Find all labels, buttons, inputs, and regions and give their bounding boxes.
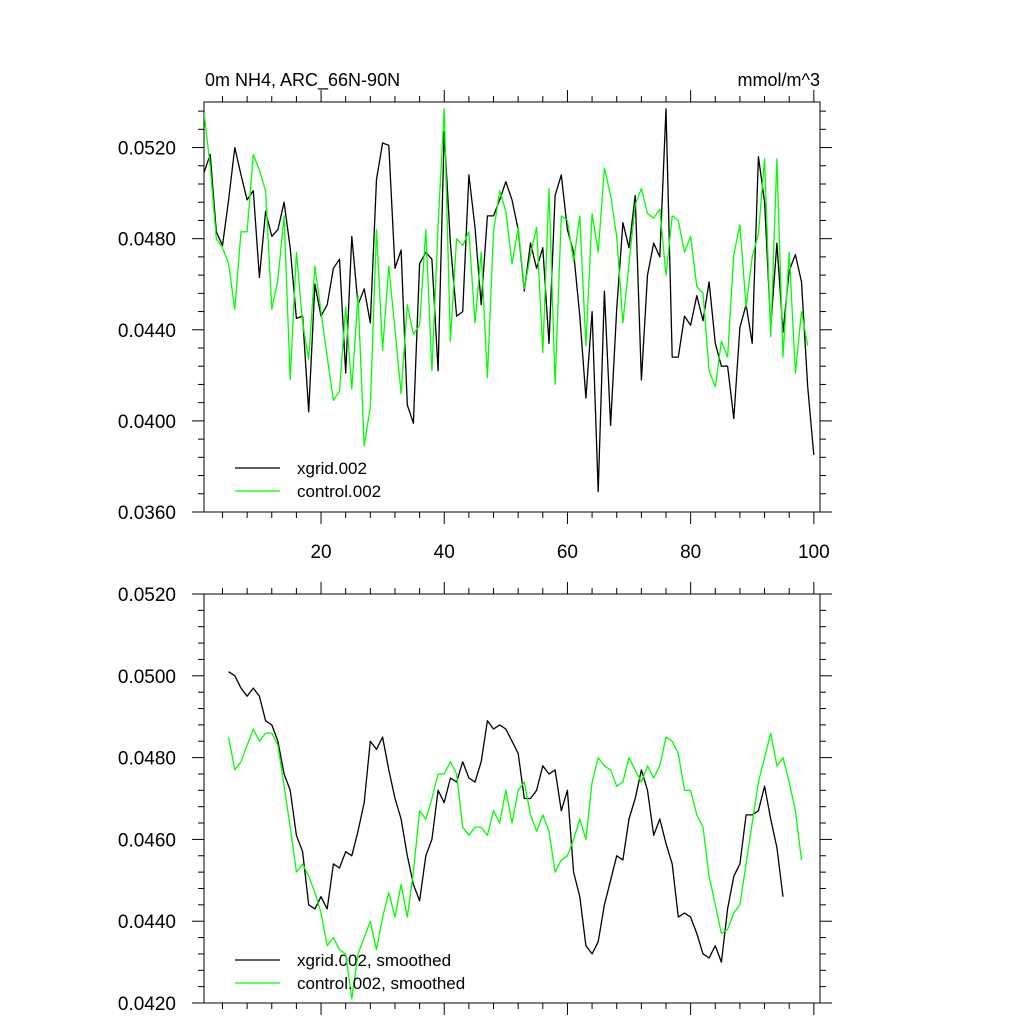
y-tick-label: 0.0460 bbox=[118, 830, 176, 851]
legend-label: xgrid.002, smoothed bbox=[297, 951, 451, 970]
x-tick-label: 20 bbox=[310, 542, 331, 563]
bottom-panel: 0.0420 0.0440 0.0460 0.0480 0.0500 0.0520 xgri… bbox=[118, 582, 832, 1015]
series-line-control bbox=[204, 108, 809, 447]
plot-frame bbox=[203, 593, 821, 1004]
y-tick-label: 0.0500 bbox=[118, 667, 176, 688]
x-tick-label: 100 bbox=[798, 542, 830, 563]
x-tick-label: 60 bbox=[557, 542, 578, 563]
top-panel: 0.0360 0.0400 0.0440 0.0480 0.0520 20 40 60 80 10… bbox=[118, 70, 832, 563]
y-tick-label: 0.0520 bbox=[118, 139, 176, 160]
y-tick-label: 0.0420 bbox=[118, 994, 176, 1015]
legend-label: xgrid.002 bbox=[297, 459, 367, 478]
legend-label: control.002 bbox=[297, 482, 381, 501]
chart-title: 0m NH4, ARC_66N-90N bbox=[205, 70, 400, 91]
y-tick-label: 0.0440 bbox=[118, 912, 176, 933]
x-tick-label: 80 bbox=[680, 542, 701, 563]
series-line-control bbox=[227, 728, 803, 1000]
y-tick-label: 0.0520 bbox=[118, 585, 176, 606]
series-line-xgrid bbox=[204, 108, 815, 493]
plot-frame bbox=[203, 101, 821, 513]
y-tick-label: 0.0360 bbox=[118, 503, 176, 524]
series-line-xgrid bbox=[228, 671, 784, 963]
legend-label: control.002, smoothed bbox=[297, 974, 465, 993]
units-label: mmol/m^3 bbox=[738, 70, 820, 90]
x-tick-label: 40 bbox=[434, 542, 455, 563]
y-tick-label: 0.0400 bbox=[118, 412, 176, 433]
y-tick-label: 0.0480 bbox=[118, 230, 176, 251]
y-tick-label: 0.0480 bbox=[118, 749, 176, 770]
y-tick-label: 0.0440 bbox=[118, 321, 176, 342]
